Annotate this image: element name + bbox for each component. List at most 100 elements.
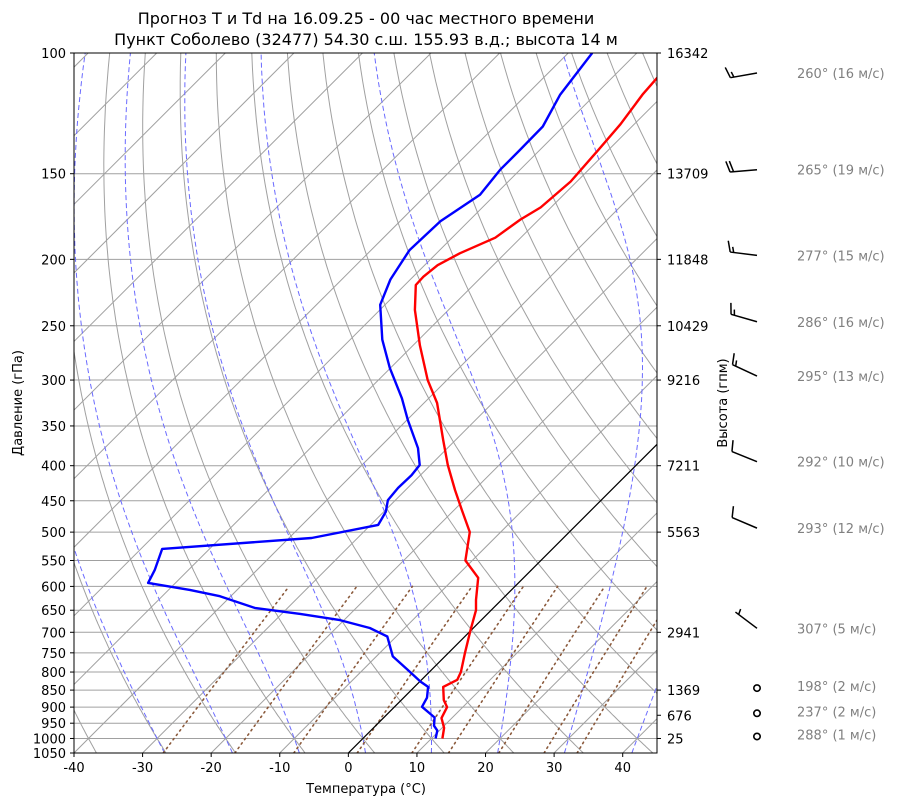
wind-label: 293° (12 м/с): [797, 522, 885, 537]
dry-adiabat-60: [357, 53, 657, 631]
wind-barb-150: [725, 160, 758, 173]
mixing-ratio-7: [411, 585, 525, 753]
wind-barb-200: [727, 240, 758, 257]
height-tick-label: 10429: [667, 320, 708, 335]
y-tick-label: 250: [41, 320, 66, 335]
barb-staff: [730, 168, 758, 173]
x-tick-label: 0: [344, 761, 352, 776]
x-tick-label: 10: [409, 761, 426, 776]
dry-adiabat-20: [215, 53, 515, 753]
barb-staff: [730, 72, 758, 79]
y-tick-label: 750: [41, 647, 66, 662]
wind-barb-400: [731, 440, 758, 463]
chart-title-line-1: Прогноз T и Td на 16.09.25 - 00 час мест…: [138, 9, 594, 28]
wind-barb-700: [734, 608, 758, 629]
isotherm--70: [74, 53, 569, 548]
barb-staff: [730, 313, 758, 323]
y-tick-label: 550: [41, 555, 66, 570]
dry-adiabat--10: [103, 53, 306, 753]
isotherm-40: [622, 717, 657, 753]
x-tick-label: 20: [477, 761, 494, 776]
wind-label: 286° (16 м/с): [797, 316, 885, 331]
dry-adiabat-80: [429, 53, 657, 504]
dry-adiabat-100: [500, 53, 657, 374]
y-tick-label: 150: [41, 168, 66, 183]
wind-label: 277° (15 м/с): [797, 249, 885, 264]
wind-barbs: 260° (16 м/с) 265° (19 м/с) 277° (15 м/с) 2…: [724, 67, 885, 743]
dry-adiabat-30: [251, 53, 584, 753]
x-tick-label: -30: [132, 761, 153, 776]
dry-adiabat-50: [322, 53, 657, 695]
moist-adiabat-0: [184, 53, 366, 753]
x-tick-label: -40: [63, 761, 84, 776]
moist-adiabat-30: [562, 53, 643, 753]
x-tick-label: -10: [269, 761, 290, 776]
barb-staff: [731, 516, 758, 529]
moist-adiabat-40: [631, 684, 657, 753]
calm-circle: [752, 684, 761, 693]
height-tick-label: 2941: [667, 626, 700, 641]
dry-adiabat-170: [749, 53, 900, 753]
calm-circle: [752, 732, 761, 741]
dry-adiabat-180: [785, 53, 900, 753]
y-tick-label: 650: [41, 604, 66, 619]
zero-isotherm: [347, 443, 657, 753]
moist-adiabat-10: [260, 53, 432, 753]
wind-label: 288° (1 м/с): [797, 728, 876, 743]
right-axis-label: Высота (гпм): [716, 358, 731, 447]
y-tick-label: 400: [41, 460, 66, 475]
isotherm--110: [74, 53, 295, 274]
mixing-ratio-10: [447, 585, 559, 753]
barb-feather: [725, 161, 731, 173]
y-axis-label: Давление (гПа): [11, 350, 26, 456]
isotherm--120: [74, 53, 226, 206]
isotherm--30: [142, 237, 657, 753]
wind-label: 292° (10 м/с): [797, 456, 885, 471]
height-tick-label: 5563: [667, 526, 700, 541]
y-tick-label: 500: [41, 526, 66, 541]
dewpoint-line: [146, 53, 594, 739]
profiles: [146, 53, 657, 739]
mixing-ratio-1: [234, 585, 358, 753]
wind-label: 260° (16 м/с): [797, 67, 885, 82]
barb-staff: [730, 251, 758, 257]
background-lines: [74, 53, 900, 753]
y-tick-label: 700: [41, 626, 66, 641]
barb-feather: [728, 160, 735, 173]
wind-barb-250: [730, 302, 758, 323]
mixing-ratio-24: [543, 585, 648, 753]
y-tick-label: 850: [41, 684, 66, 699]
height-tick-label: 676: [667, 709, 692, 724]
mixing-ratio-0.4: [162, 585, 290, 753]
y-tick-label: 450: [41, 495, 66, 510]
dry-adiabat-70: [393, 53, 657, 568]
isotherm-20: [485, 580, 657, 753]
isotherm--60: [74, 53, 638, 617]
axes: -40 -30 -20 -10 0 10 20 30 40 100 150 200 250 300 350 4…: [33, 47, 708, 776]
dry-adiabat-130: [606, 53, 657, 165]
barb-feather: [731, 506, 735, 518]
mixing-ratio-4: [356, 585, 473, 753]
barb-feather: [731, 246, 735, 253]
barb-feather: [731, 353, 735, 365]
y-tick-label: 200: [41, 253, 66, 268]
x-tick-label: 30: [546, 761, 563, 776]
isotherm--50: [74, 100, 657, 686]
mixing-ratio-16: [498, 585, 606, 753]
height-tick-label: 9216: [667, 374, 700, 389]
moist-adiabat--20: [74, 53, 233, 753]
wind-label: 198° (2 м/с): [797, 680, 876, 695]
barb-staff: [732, 363, 758, 377]
x-tick-label: 40: [614, 761, 631, 776]
wind-barb-1000: [752, 732, 761, 741]
barb-feather: [730, 71, 735, 78]
isotherm--90: [74, 53, 432, 411]
dry-adiabat-160: [714, 53, 900, 753]
dry-adiabat-120: [571, 53, 657, 238]
y-tick-label: 950: [41, 717, 66, 732]
y-tick-label: 800: [41, 666, 66, 681]
barb-feather: [731, 440, 734, 452]
dry-adiabat-0: [142, 53, 376, 753]
y-tick-label: 600: [41, 580, 66, 595]
